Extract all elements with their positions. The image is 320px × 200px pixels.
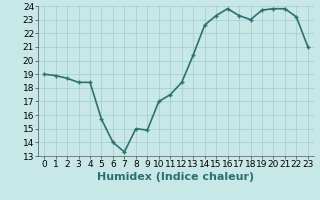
X-axis label: Humidex (Indice chaleur): Humidex (Indice chaleur) xyxy=(97,172,255,182)
